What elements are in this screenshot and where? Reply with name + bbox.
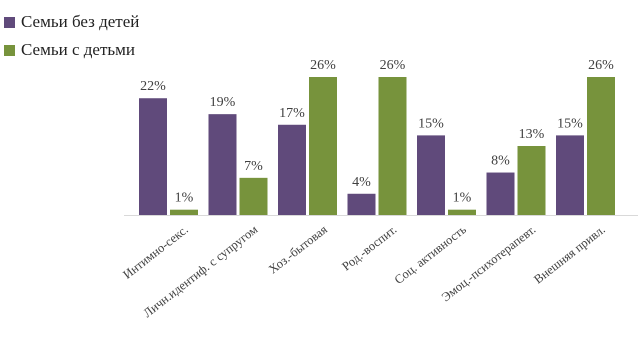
legend-swatch-with-children [4, 44, 15, 56]
data-label-s1-c4: 1% [453, 191, 472, 206]
bar-s0-c6 [556, 135, 584, 215]
data-label-s0-c2: 17% [279, 106, 305, 121]
category-label-6: Внешняя привл. [531, 222, 608, 286]
bar-s0-c1 [208, 114, 237, 215]
category-label-1: Личн.идентиф. с супругом [141, 222, 261, 320]
data-label-s1-c3: 26% [380, 58, 406, 73]
bar-s0-c0 [139, 98, 167, 215]
legend: Семьи без детей Семьи с детьми [4, 8, 139, 64]
data-label-s1-c0: 1% [175, 191, 194, 206]
bar-s1-c5 [517, 146, 546, 215]
category-label-4: Соц. активность [392, 222, 469, 287]
legend-swatch-no-children [4, 16, 15, 28]
data-label-s0-c1: 19% [210, 95, 236, 110]
data-label-s1-c2: 26% [310, 58, 336, 73]
bar-s1-c2 [309, 77, 337, 215]
bar-s1-c3 [378, 77, 407, 215]
category-label-3: Род.-воспит. [339, 222, 399, 273]
data-label-s1-c1: 7% [244, 159, 263, 174]
data-label-s0-c4: 15% [418, 116, 444, 131]
category-label-0: Интимно-секс. [120, 222, 191, 281]
data-label-s1-c5: 13% [519, 127, 545, 142]
data-label-s0-c5: 8% [491, 154, 510, 169]
legend-item-no-children: Семьи без детей [4, 8, 139, 36]
bar-s1-c0 [170, 209, 198, 215]
bar-s1-c1 [239, 177, 268, 215]
legend-label-no-children: Семьи без детей [21, 12, 140, 31]
bar-s1-c6 [587, 77, 615, 215]
legend-item-with-children: Семьи с детьми [4, 36, 139, 64]
legend-label-with-children: Семьи с детьми [21, 40, 135, 59]
data-label-s0-c6: 15% [557, 116, 583, 131]
bar-s1-c4 [448, 209, 476, 215]
bar-s0-c5 [486, 172, 515, 215]
data-label-s1-c6: 26% [588, 58, 614, 73]
data-label-s0-c3: 4% [352, 175, 371, 190]
bar-s0-c3 [347, 193, 376, 215]
bar-s0-c4 [417, 135, 445, 215]
bar-s0-c2 [278, 124, 306, 215]
data-label-s0-c0: 22% [140, 79, 166, 94]
category-label-2: Хоз.-бытовая [266, 222, 330, 276]
